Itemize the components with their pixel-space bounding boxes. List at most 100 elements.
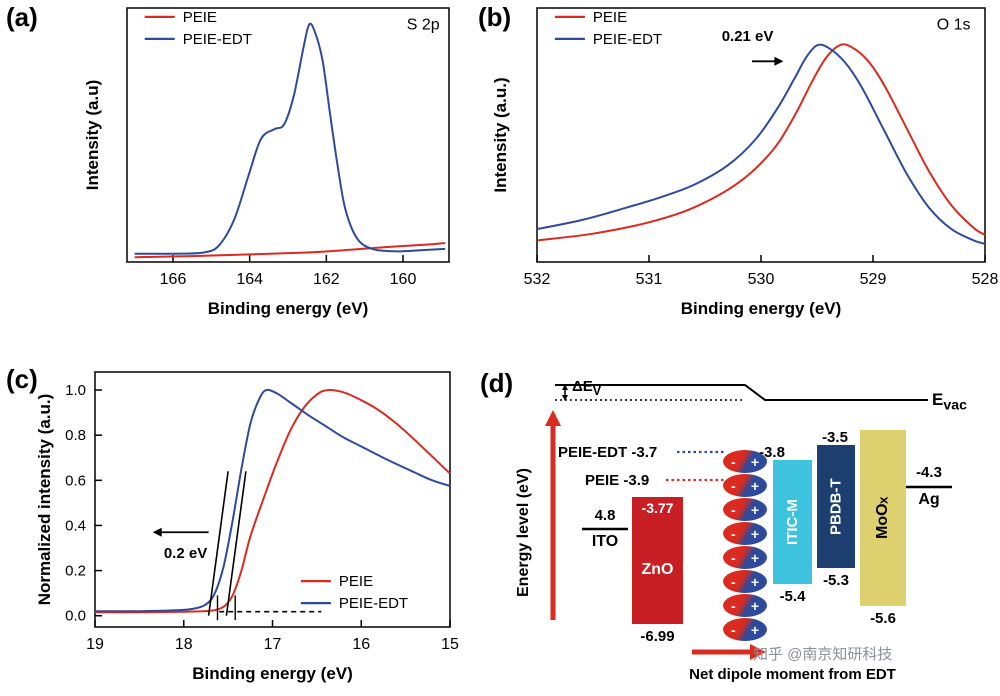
dipole-minus-sign: - xyxy=(731,525,736,542)
legend-label: PEIE xyxy=(339,573,373,590)
energy-diagram-lines xyxy=(545,384,952,660)
ito-value: 4.8 xyxy=(594,507,616,524)
dipole-ellipse: - + xyxy=(723,498,767,521)
dipole-plus-sign: + xyxy=(750,453,759,470)
x-tick-label: 166 xyxy=(160,271,187,288)
dipole-plus-sign: + xyxy=(750,621,759,638)
itic-top-value: -3.8 xyxy=(759,444,785,461)
panel-a: (a) 166 164 162 160 Binding energy (eV) Inten… xyxy=(0,0,465,350)
panel-d-energy-diagram: (d) Evac ΔEV Energy level (eV) PEIE-EDT … xyxy=(470,352,1000,696)
ito-label: ITO xyxy=(591,533,619,550)
ag-value: -4.3 xyxy=(916,464,942,481)
dipole-minus-sign: - xyxy=(731,549,736,566)
y-axis-label: Intensity (a.u.) xyxy=(491,77,510,192)
x-tick-label: 19 xyxy=(86,636,104,653)
y-tick-label: 0.6 xyxy=(65,472,86,489)
dipole-ellipse: - + xyxy=(723,618,767,641)
net-dipole-caption: Net dipole moment from EDT xyxy=(689,666,896,683)
pbdb-bar: PBDB-T xyxy=(817,445,855,568)
energy-axis-label: Energy level (eV) xyxy=(515,468,532,597)
chart-b-svg: 532 531 530 529 528 Binding energy (eV) Intens… xyxy=(491,7,998,318)
dipole-plus-sign: + xyxy=(750,597,759,614)
panel-d-label: (d) xyxy=(480,368,514,398)
dipole-minus-sign: - xyxy=(731,597,736,614)
annotation-text: 0.2 eV xyxy=(164,545,207,562)
y-tick-label: 0.4 xyxy=(65,517,86,534)
zno-label: ZnO xyxy=(641,561,674,578)
y-tick-label: 1.0 xyxy=(65,382,86,399)
x-tick-label: 532 xyxy=(524,271,551,288)
x-tick-label: 164 xyxy=(236,271,263,288)
x-tick-label: 531 xyxy=(636,271,663,288)
watermark: 知乎 @南京知研科技 xyxy=(753,646,893,663)
x-tick-label: 16 xyxy=(352,636,370,653)
moox-bar: MoO x xyxy=(860,430,906,606)
dipole-ellipse: - + xyxy=(723,546,767,569)
dipole-ellipse: - + xyxy=(723,522,767,545)
moox-label: MoO x xyxy=(874,496,891,540)
plot-frame xyxy=(94,371,451,628)
x-tick-label: 530 xyxy=(748,271,775,288)
series-PEIE xyxy=(536,43,986,242)
pbdb-top-value: -3.5 xyxy=(822,429,848,446)
dipole-minus-sign: - xyxy=(731,453,736,470)
dipole-plus-sign: + xyxy=(750,501,759,518)
x-tick-label: 529 xyxy=(860,271,887,288)
delta-ev-arrowhead-up xyxy=(562,384,568,390)
x-tick-label: 162 xyxy=(313,271,340,288)
x-tick-label: 17 xyxy=(264,636,282,653)
y-tick-label: 0.8 xyxy=(65,427,86,444)
vacuum-level-line xyxy=(555,384,928,401)
series-PEIE-EDT xyxy=(94,388,451,613)
legend-label: PEIE-EDT xyxy=(339,595,408,612)
annotation-text: S 2p xyxy=(407,17,440,34)
dipole-ellipse: - + xyxy=(723,474,767,497)
dipole-ellipse: - + xyxy=(723,570,767,593)
peie-level-label: PEIE -3.9 xyxy=(585,472,650,489)
dipole-plus-sign: + xyxy=(750,525,759,542)
energy-axis-arrowhead xyxy=(545,410,561,426)
ag-label: Ag xyxy=(918,491,940,508)
dipole-minus-sign: - xyxy=(731,477,736,494)
dipole-minus-sign: - xyxy=(731,501,736,518)
panel-b-label: (b) xyxy=(478,2,512,32)
x-tick-label: 160 xyxy=(390,271,417,288)
dipole-plus-sign: + xyxy=(750,549,759,566)
series-PEIE-EDT xyxy=(134,22,446,255)
annotation-text: 0.21 eV xyxy=(722,28,774,45)
itic-bottom-value: -5.4 xyxy=(779,588,806,605)
y-tick-label: 0.0 xyxy=(65,608,86,625)
dipole-ellipse: - + xyxy=(723,594,767,617)
dipole-plus-sign: + xyxy=(750,573,759,590)
annotation-arrow-head xyxy=(152,527,162,537)
panel-c: (c) 19 18 17 16 15 0.0 0.2 0.4 0.6 0.8 1.0 Binding … xyxy=(0,352,465,696)
legend-label: PEIE-EDT xyxy=(593,31,662,48)
panel-b: (b) 532 531 530 529 528 Binding energy (eV) In… xyxy=(470,0,1000,350)
annotation-line xyxy=(225,471,247,616)
x-axis-label: Binding energy (eV) xyxy=(208,299,369,318)
zno-bar: -3.77 ZnO xyxy=(632,497,683,624)
plot-frame xyxy=(126,7,450,263)
y-axis-label: Normalized intensity (a.u.) xyxy=(35,394,54,606)
panel-c-label: (c) xyxy=(6,364,38,394)
dipole-minus-sign: - xyxy=(731,621,736,638)
dipole-minus-sign: - xyxy=(731,573,736,590)
x-axis-label: Binding energy (eV) xyxy=(681,299,842,318)
legend-label: PEIE-EDT xyxy=(183,31,252,48)
net-dipole-arrowhead xyxy=(750,644,766,660)
dipole-column: - + - + - + - + - + - + - + - + xyxy=(723,450,767,642)
moox-bottom-value: -5.6 xyxy=(870,610,896,627)
itic-bar: ITIC-M xyxy=(773,460,812,584)
chart-a-svg: 166 164 162 160 Binding energy (eV) Intensity… xyxy=(83,7,450,318)
panel-a-label: (a) xyxy=(6,2,38,32)
pbdb-bottom-value: -5.3 xyxy=(823,572,849,589)
itic-label: ITIC-M xyxy=(784,499,801,545)
dipole-plus-sign: + xyxy=(750,477,759,494)
legend-label: PEIE xyxy=(593,9,627,26)
series-PEIE xyxy=(134,242,446,259)
pbdb-label: PBDB-T xyxy=(827,478,845,535)
peie-edt-level-label: PEIE-EDT -3.7 xyxy=(558,444,658,461)
annotation-text: O 1s xyxy=(937,17,971,34)
chart-c-svg: 19 18 17 16 15 0.0 0.2 0.4 0.6 0.8 1.0 Binding ener… xyxy=(35,371,459,683)
